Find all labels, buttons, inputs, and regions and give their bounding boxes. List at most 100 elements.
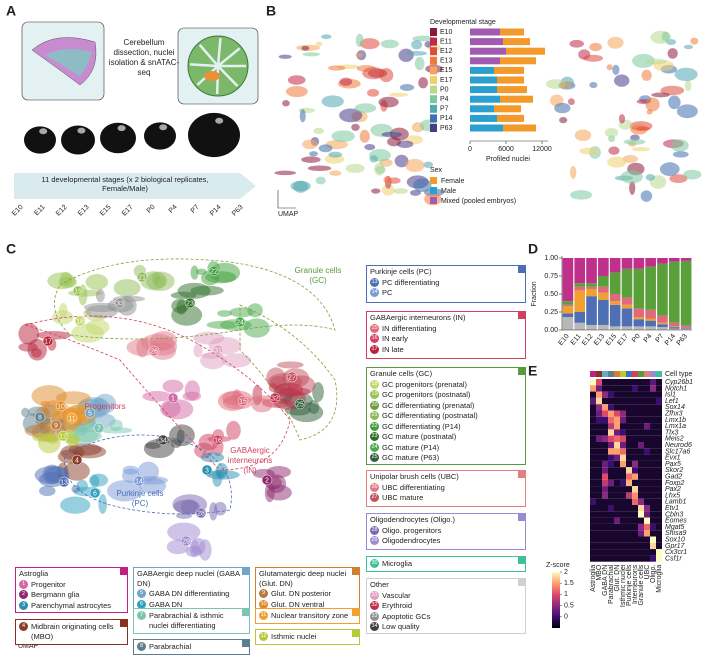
heat-cell [626, 397, 632, 405]
umap-stage-blob [278, 54, 292, 59]
umap-cluster-blob [107, 480, 142, 502]
heat-cell [608, 517, 614, 524]
legend-label: IN early [382, 334, 408, 343]
heat-cell [620, 460, 626, 468]
legend-number: 15 [370, 323, 379, 333]
stage-label: E12 [440, 48, 453, 55]
heat-cell [608, 442, 614, 449]
bar-segment [609, 258, 621, 273]
heat-cell [644, 379, 650, 386]
cluster-number: 26 [150, 348, 158, 355]
row-label: Isl1 [665, 392, 676, 399]
umap-stage-blob [301, 156, 321, 163]
umap-cluster-blob [59, 271, 73, 286]
mouse [24, 126, 56, 154]
legend-title: Unipolar brush cells (UBC) [370, 472, 459, 481]
heat-cell [644, 423, 650, 430]
umap-stage-blob [378, 96, 399, 108]
bar-segment [680, 258, 692, 261]
heat-cell [644, 517, 650, 524]
umap-stage-blob [405, 158, 425, 172]
umap-cluster-blob [150, 331, 178, 351]
heat-cell [608, 454, 614, 461]
umap-stage-blob [667, 48, 678, 59]
umap-cluster-blob [52, 310, 74, 325]
row-label: Shisa9 [665, 530, 687, 537]
legend-corner [518, 470, 526, 478]
legend-item: 19 GC progenitors (postnatal) [370, 390, 516, 400]
heat-cell [626, 542, 632, 550]
stage-label: P14 [440, 115, 453, 122]
stage-swatch [430, 114, 437, 123]
heat-cell [602, 460, 608, 468]
legend-number: 34 [370, 622, 379, 631]
legend-box: Other 31 Vascular 32 Erythroid 33 Apoptotic GC… [366, 578, 526, 634]
legend-label: IN late [382, 344, 404, 354]
heat-cell [644, 486, 650, 493]
umap-cluster-blob [27, 338, 47, 361]
stages-note: 11 developmental stages (x 2 biological … [41, 175, 209, 193]
heat-cell [632, 498, 638, 505]
stage-label: E17 [440, 77, 453, 84]
legend-box: Astroglia 1 Progenitor 2 Bergmann glia 3 Paren… [15, 567, 128, 613]
bar-segment [574, 290, 586, 312]
umap-stage-blob [287, 75, 306, 85]
legend-box: Oligodendrocytes (Oligo.) 28 Oligo. progen… [366, 513, 526, 550]
heat-cell [602, 429, 608, 436]
row-label: Lmx1a [665, 423, 686, 430]
heat-cell [608, 467, 614, 474]
heat-cell [602, 523, 608, 531]
heat-cell [632, 473, 638, 480]
stage-label: P0 [440, 86, 449, 93]
heat-cell [626, 555, 632, 562]
heat-cell [620, 448, 626, 455]
umap-cluster-blob [167, 522, 201, 542]
heat-cell [638, 467, 644, 474]
legend-label: IN differentiating [382, 323, 437, 333]
x-tick-label: P63 [676, 333, 689, 347]
bar-segment [657, 258, 668, 264]
heat-cell [602, 404, 608, 411]
bar-segment [586, 324, 597, 330]
region-label: GABAergic interneurons (IN) [227, 446, 273, 475]
legend-title: Purkinje cells (PC) [370, 267, 432, 276]
cell-type-strip [626, 371, 632, 377]
umap-cluster-blob [190, 265, 199, 280]
stage-label: P0 [146, 204, 157, 215]
legend-label: GC differentiating (prenatal) [382, 400, 475, 410]
protocol-text: Cerebellum dissection, nuclei isolation … [108, 38, 180, 77]
bar-segment [497, 86, 527, 94]
umap-cluster-blob [243, 318, 270, 338]
umap-stage-blob [282, 100, 290, 107]
legend-item: 15 IN differentiating [370, 323, 516, 334]
cluster-number: 17 [44, 338, 52, 345]
stage-label: P4 [168, 204, 179, 215]
heat-cell [602, 467, 608, 474]
row-label: Gpr17 [665, 543, 686, 550]
heat-cell [614, 379, 620, 386]
bar-segment [621, 308, 633, 327]
row-label: Csf1r [665, 555, 682, 562]
row-label: Etv1 [665, 505, 679, 512]
heat-cell [650, 379, 656, 386]
bar-segment [657, 327, 668, 330]
umap-stage-blob [623, 138, 646, 145]
umap-stage-blob [315, 176, 326, 185]
heat-cell [620, 397, 626, 405]
stage-label: E13 [440, 58, 453, 65]
heat-cell [608, 379, 614, 386]
umap-stage-blob [293, 180, 309, 193]
heat-cell [656, 517, 662, 524]
column-label: Microglia [656, 565, 663, 593]
stage-label: P63 [440, 125, 453, 132]
legend-label: Mixed (pooled embryos) [441, 198, 516, 205]
heat-cell [632, 549, 638, 556]
heat-cell [620, 511, 626, 518]
bar-segment [598, 286, 609, 293]
heat-cell [614, 505, 620, 512]
folia [216, 37, 222, 67]
heat-cell [602, 416, 608, 424]
umap-stage-blob [354, 103, 377, 113]
bar-segment [574, 312, 586, 323]
umap-stage-blob [423, 161, 434, 169]
